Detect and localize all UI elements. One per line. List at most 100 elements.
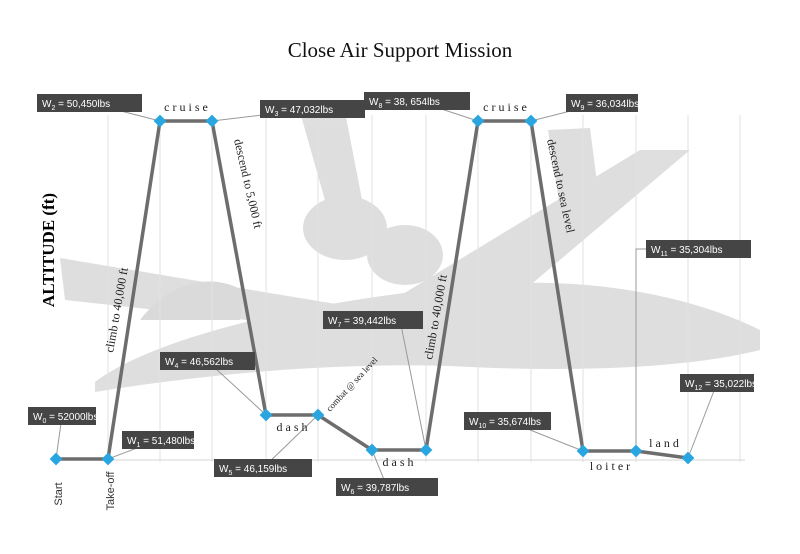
weight-label-box xyxy=(464,412,551,430)
weight-label-9: W9 = 36,034lbs xyxy=(566,94,639,112)
weight-label-text: W5 = 46,159lbs xyxy=(219,464,287,477)
weight-label-subscript: 0 xyxy=(42,418,46,425)
weight-label-10: W10 = 35,674lbs xyxy=(464,412,551,430)
dash-label-1: d a s h xyxy=(277,420,308,434)
land-label: l a n d xyxy=(649,436,679,450)
weight-label-text: W7 = 39,442lbs xyxy=(328,316,396,329)
waypoint-marker xyxy=(681,451,695,465)
weight-label-subscript: 5 xyxy=(228,470,232,477)
weight-label-3: W3 = 47,032lbs xyxy=(260,100,365,118)
weight-label-subscript: 3 xyxy=(274,111,278,118)
aircraft-engine-side xyxy=(367,225,443,285)
weight-label-subscript: 4 xyxy=(174,363,178,370)
aircraft-canopy xyxy=(140,281,245,320)
waypoint-marker xyxy=(101,452,115,466)
weight-label-6: W6 = 39,787lbs xyxy=(336,478,438,496)
descend-label-1: descend to 5,000 ft xyxy=(231,138,265,231)
aircraft-engine-top xyxy=(303,196,387,260)
weight-label-subscript: 9 xyxy=(580,105,584,112)
weight-label-text: W8 = 38, 654lbs xyxy=(369,97,440,110)
weight-label-value: = 39,442lbs xyxy=(341,316,396,327)
weight-label-subscript: 7 xyxy=(337,322,341,329)
weight-label-text: W3 = 47,032lbs xyxy=(265,105,333,118)
weight-label-subscript: 10 xyxy=(478,423,486,430)
weight-label-text: W4 = 46,562lbs xyxy=(165,357,233,370)
weight-label-value: = 47,032lbs xyxy=(278,105,333,116)
cruise-label-2: c r u i s e xyxy=(483,100,527,114)
aircraft-tail-fin-2 xyxy=(548,128,600,208)
weight-label-value: = 52000lbs xyxy=(46,412,98,423)
weight-label-1: W1 = 51,480lbs xyxy=(122,431,195,449)
dash-label-2: d a s h xyxy=(383,455,414,469)
weight-label-text: W9 = 36,034lbs xyxy=(571,99,639,112)
weight-leader-line xyxy=(687,382,718,459)
weight-label-box xyxy=(566,94,638,112)
waypoint-marker xyxy=(153,114,167,128)
weight-label-value: = 35,022lbs xyxy=(702,379,757,390)
x-label-takeoff: Take-off xyxy=(105,471,117,511)
weight-label-4: W4 = 46,562lbs xyxy=(160,352,255,370)
weight-label-box xyxy=(680,374,754,392)
weight-label-subscript: 2 xyxy=(51,105,55,112)
cruise-label-1: c r u i s e xyxy=(164,100,208,114)
weight-label-box xyxy=(122,431,194,449)
weight-label-value: = 50,450lbs xyxy=(55,99,110,110)
weight-label-8: W8 = 38, 654lbs xyxy=(364,92,470,110)
weight-label-box xyxy=(214,459,312,477)
weight-label-text: W10 = 35,674lbs xyxy=(469,417,541,430)
waypoint-marker xyxy=(471,114,485,128)
weight-label-value: = 46,562lbs xyxy=(178,357,233,368)
weight-label-box xyxy=(28,407,96,425)
weight-label-subscript: 1 xyxy=(136,442,140,449)
weight-label-subscript: 12 xyxy=(694,385,702,392)
weight-label-box xyxy=(260,100,365,118)
weight-labels: W0 = 52000lbs W1 = 51,480lbs W2 = 50,450lb… xyxy=(28,92,757,496)
aircraft-fuselage xyxy=(95,282,760,392)
weight-label-text: W11 = 35,304lbs xyxy=(651,245,723,258)
x-label-start: Start xyxy=(53,482,65,505)
waypoint-marker xyxy=(205,114,219,128)
weight-label-5: W5 = 46,159lbs xyxy=(214,459,312,477)
weight-label-box xyxy=(336,478,438,496)
weight-label-box xyxy=(37,94,142,112)
weight-label-value: = 46,159lbs xyxy=(232,464,287,475)
weight-label-value: = 39,787lbs xyxy=(354,483,409,494)
weight-label-12: W12 = 35,022lbs xyxy=(680,374,757,392)
y-axis-label: ALTITUDE (ft) xyxy=(39,192,58,308)
aircraft-tail-fin xyxy=(300,112,365,218)
weight-label-value: = 35,304lbs xyxy=(668,245,723,256)
waypoint-marker xyxy=(365,443,379,457)
weight-label-value: = 38, 654lbs xyxy=(382,97,440,108)
weight-label-value: = 35,674lbs xyxy=(486,417,541,428)
diagram-title: Close Air Support Mission xyxy=(287,38,513,62)
weight-label-box xyxy=(323,311,423,329)
weight-label-subscript: 6 xyxy=(350,489,354,496)
aircraft-right-wing xyxy=(360,150,690,336)
weight-label-box xyxy=(364,92,470,110)
weight-label-text: W1 = 51,480lbs xyxy=(127,436,195,449)
waypoint-marker xyxy=(419,443,433,457)
waypoint-marker xyxy=(259,408,273,422)
weight-label-subscript: 11 xyxy=(660,251,667,258)
waypoint-marker xyxy=(311,408,325,422)
weight-label-text: W12 = 35,022lbs xyxy=(685,379,757,392)
weight-label-text: W2 = 50,450lbs xyxy=(42,99,110,112)
weight-label-0: W0 = 52000lbs xyxy=(28,407,98,425)
waypoint-marker xyxy=(49,452,63,466)
weight-label-11: W11 = 35,304lbs xyxy=(646,240,751,258)
weight-label-box xyxy=(160,352,255,370)
weight-label-2: W2 = 50,450lbs xyxy=(37,94,142,112)
weight-label-subscript: 8 xyxy=(378,103,382,110)
weight-label-value: = 51,480lbs xyxy=(140,436,195,447)
waypoint-marker xyxy=(629,444,643,458)
weight-label-text: W6 = 39,787lbs xyxy=(341,483,409,496)
loiter-label: l o i t e r xyxy=(590,459,630,473)
weight-label-box xyxy=(646,240,751,258)
weight-label-7: W7 = 39,442lbs xyxy=(323,311,423,329)
weight-label-text: W0 = 52000lbs xyxy=(33,412,98,425)
waypoint-marker xyxy=(524,114,538,128)
weight-label-value: = 36,034lbs xyxy=(584,99,639,110)
waypoint-marker xyxy=(576,444,590,458)
